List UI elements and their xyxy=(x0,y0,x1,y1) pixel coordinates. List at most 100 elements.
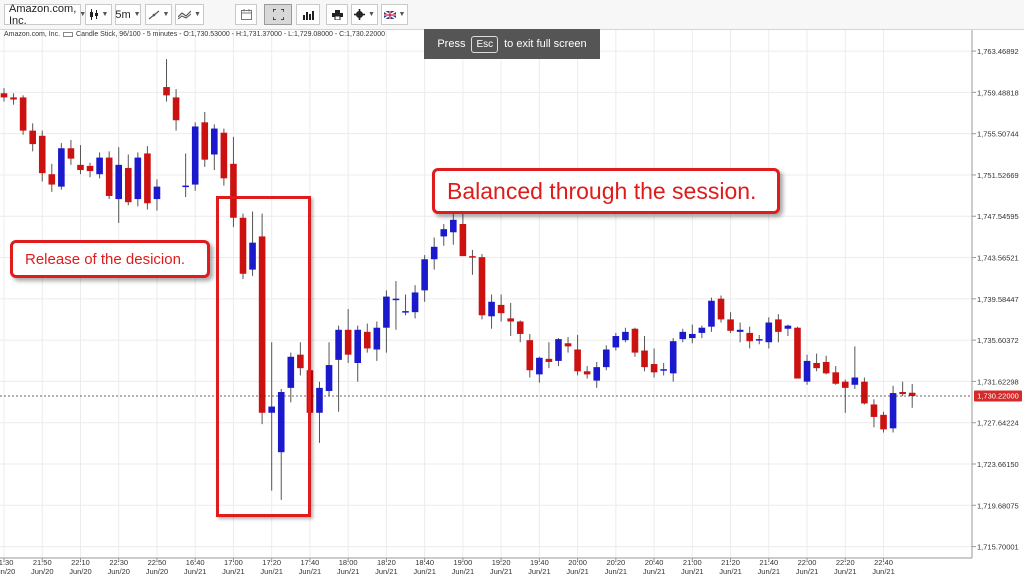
candle-body xyxy=(727,319,734,331)
x-tick-date: Jun/21 xyxy=(337,567,360,576)
candle-bodies xyxy=(0,87,916,453)
candle-body xyxy=(430,246,438,260)
fullscreen-button[interactable] xyxy=(264,4,292,25)
chart-background xyxy=(0,30,972,558)
settings-button[interactable]: ▼ xyxy=(351,4,378,25)
candle-body xyxy=(230,163,237,218)
candle-body xyxy=(765,322,773,343)
candle-body xyxy=(144,153,151,204)
x-tick-time: 19:20 xyxy=(492,558,511,567)
x-tick-time: 17:20 xyxy=(262,558,281,567)
candle-body xyxy=(851,377,859,385)
candle-body xyxy=(641,350,648,368)
candle-body xyxy=(708,300,715,327)
candle-body xyxy=(832,372,840,384)
candle-body xyxy=(297,354,304,369)
candle-body xyxy=(440,229,448,237)
candle-body xyxy=(841,381,849,388)
x-tick-time: 22:30 xyxy=(109,558,128,567)
candle-body xyxy=(373,327,381,350)
candle-body xyxy=(268,406,275,413)
x-tick-date: Jun/21 xyxy=(452,567,475,576)
last-price-label: 1,730.22000 xyxy=(977,392,1019,401)
x-tick-time: 20:40 xyxy=(645,558,664,567)
x-tick-date: Jun/21 xyxy=(758,567,781,576)
candle-body xyxy=(536,357,543,375)
candle-body xyxy=(526,340,534,371)
candle-body xyxy=(880,414,887,430)
print-button[interactable] xyxy=(326,4,348,25)
symbol-selector[interactable]: Amazon.com, Inc. ▼ xyxy=(4,3,86,27)
fullscreen-notice: Press Esc to exit full screen xyxy=(424,29,600,59)
x-tick-date: Jun/21 xyxy=(872,567,895,576)
x-tick-date: Jun/21 xyxy=(605,567,628,576)
interval-label: 5m xyxy=(115,8,131,21)
balanced-annotation-text: Balanced through the session. xyxy=(447,177,757,204)
candle-body xyxy=(488,301,495,317)
candle-body xyxy=(669,341,677,374)
candle-body xyxy=(220,132,228,179)
x-tick-date: Jun/20 xyxy=(107,567,130,576)
candle-body xyxy=(163,87,170,96)
x-tick-date: Jun/21 xyxy=(528,567,551,576)
candle-body xyxy=(622,331,629,341)
x-tick-date: Jun/21 xyxy=(413,567,436,576)
chevron-down-icon: ▼ xyxy=(162,11,170,18)
candle-body xyxy=(421,259,428,291)
language-selector[interactable]: ▼ xyxy=(381,4,408,25)
candle-body xyxy=(794,327,801,379)
chevron-down-icon: ▼ xyxy=(368,11,375,18)
candle-body xyxy=(392,298,400,301)
x-tick-time: 18:40 xyxy=(415,558,434,567)
x-tick-date: Jun/21 xyxy=(566,567,589,576)
candle-body xyxy=(191,126,199,185)
chart-type-button[interactable]: ▼ xyxy=(85,4,112,25)
chart-type-icon xyxy=(89,9,98,20)
fullscreen-icon xyxy=(272,9,284,20)
volume-icon xyxy=(302,10,314,20)
candle-body xyxy=(105,157,113,196)
candle-body xyxy=(784,325,792,329)
candle-body xyxy=(803,360,811,382)
candle-body xyxy=(239,217,247,274)
candle-body xyxy=(545,358,553,362)
x-tick-date: Jun/21 xyxy=(222,567,245,576)
x-tick-date: Jun/21 xyxy=(681,567,704,576)
candle-body xyxy=(67,148,75,159)
toolbar: Amazon.com, Inc. ▼ ▼ 5m ▼ ▼ ▼ ▼ ▼ xyxy=(0,0,1024,30)
candle-body xyxy=(717,298,725,320)
y-tick-label: 1,719.68075 xyxy=(977,501,1019,510)
y-tick-label: 1,759.48818 xyxy=(977,88,1019,97)
x-tick-time: 22:00 xyxy=(798,558,817,567)
candle-body xyxy=(277,392,285,453)
candle-body xyxy=(822,361,830,374)
x-tick-date: Jun/21 xyxy=(490,567,513,576)
x-tick-time: 22:10 xyxy=(71,558,90,567)
chevron-down-icon: ▼ xyxy=(79,11,87,18)
chevron-down-icon: ▼ xyxy=(398,11,406,18)
x-tick-date: Jun/21 xyxy=(834,567,857,576)
drawing-tools-button[interactable]: ▼ xyxy=(145,4,172,25)
candle-body xyxy=(574,349,581,372)
candle-body xyxy=(58,148,65,187)
candle-body xyxy=(755,339,763,341)
x-tick-date: Jun/20 xyxy=(69,567,92,576)
candle-body xyxy=(679,331,687,340)
interval-selector[interactable]: 5m ▼ xyxy=(115,4,141,25)
candle-body xyxy=(316,387,323,413)
status-symbol: Amazon.com, Inc. xyxy=(4,31,61,38)
indicators-button[interactable]: ▼ xyxy=(175,4,204,25)
candle-body xyxy=(555,339,562,361)
candle-body xyxy=(38,135,46,174)
collapse-icon[interactable] xyxy=(63,31,74,37)
x-tick-time: 17:00 xyxy=(224,558,243,567)
release-highlight-box xyxy=(216,196,311,517)
candle-body xyxy=(689,333,696,339)
calendar-button[interactable] xyxy=(235,4,257,25)
y-tick-label: 1,747.54595 xyxy=(977,212,1019,221)
candle-body xyxy=(29,130,36,145)
y-tick-label: 1,763.46892 xyxy=(977,47,1019,56)
volume-button[interactable] xyxy=(296,4,320,25)
x-tick-date: Jun/21 xyxy=(184,567,207,576)
